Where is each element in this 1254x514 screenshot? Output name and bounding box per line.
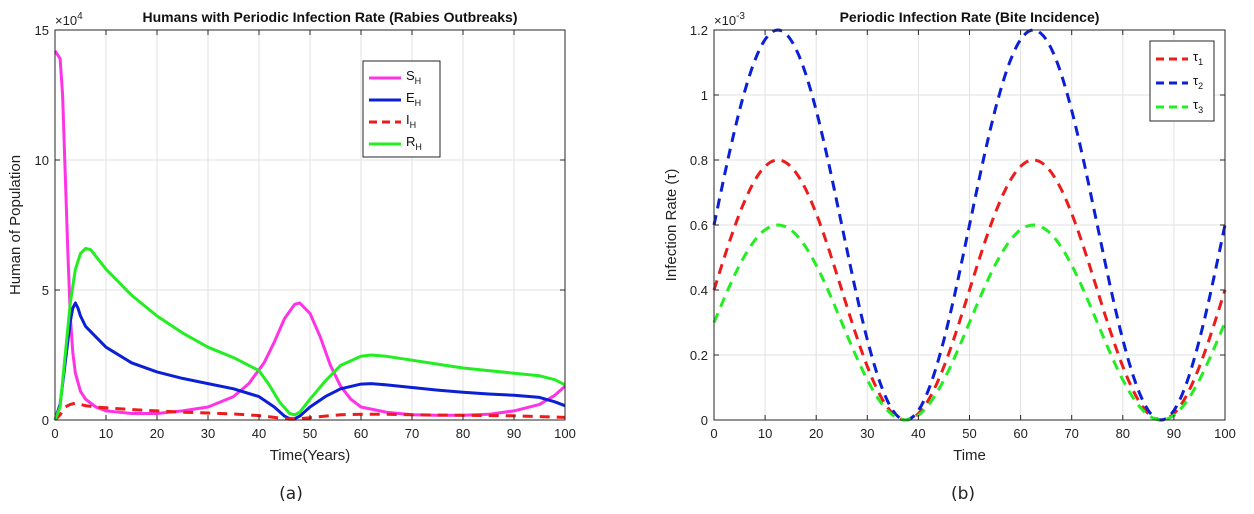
chart-title: Humans with Periodic Infection Rate (Rab… <box>143 9 518 25</box>
series-line-tau2 <box>712 28 1227 422</box>
x-tick-label: 10 <box>99 426 113 441</box>
y-tick-label: 0 <box>42 413 49 428</box>
y-tick-label: 0.6 <box>690 218 708 233</box>
x-tick-label: 50 <box>303 426 317 441</box>
legend-box <box>1149 40 1215 122</box>
x-tick-label: 10 <box>758 426 772 441</box>
x-tick-label: 40 <box>911 426 925 441</box>
legend: SH EH IH RH <box>362 60 441 158</box>
chart-title: Periodic Infection Rate (Bite Incidence) <box>840 9 1100 25</box>
x-axis-label: Time <box>953 447 986 464</box>
x-tick-label: 60 <box>354 426 368 441</box>
panel-caption: (b) <box>951 484 975 504</box>
x-axis-label: Time(Years) <box>270 447 351 464</box>
legend-label-SH: SH <box>406 68 421 86</box>
x-tick-label: 70 <box>1064 426 1078 441</box>
legend-label-IH: IH <box>406 112 416 130</box>
legend-label-tau3: τ3 <box>1193 97 1203 115</box>
y-axis-label: Infection Rate (τ) <box>663 169 680 282</box>
axis-exponent-label: ×10-3 <box>714 11 745 28</box>
x-tick-label: 70 <box>405 426 419 441</box>
x-tick-label: 90 <box>507 426 521 441</box>
x-tick-label: 80 <box>456 426 470 441</box>
chart-panel-a: 0 10 20 30 40 50 60 70 80 90 100 0 5 10 15 ×104 Humans w… <box>7 9 576 504</box>
x-tick-label: 90 <box>1167 426 1181 441</box>
x-tick-label: 0 <box>51 426 58 441</box>
x-tick-label: 50 <box>962 426 976 441</box>
x-tick-label: 20 <box>809 426 823 441</box>
y-tick-label: 0.4 <box>690 283 708 298</box>
panel-caption: (a) <box>279 484 303 504</box>
x-tick-label: 100 <box>554 426 576 441</box>
legend-label-tau2: τ2 <box>1193 73 1203 91</box>
x-tick-label: 30 <box>201 426 215 441</box>
y-tick-label: 0 <box>701 413 708 428</box>
y-tick-label: 15 <box>35 23 49 38</box>
series-line-RH <box>53 246 566 421</box>
legend: τ1 τ2 τ3 <box>1149 40 1215 122</box>
axis-exponent-label: ×104 <box>55 11 83 28</box>
y-tick-label: 0.2 <box>690 348 708 363</box>
series-line-tau1 <box>712 158 1227 422</box>
legend-label-EH: EH <box>406 90 421 108</box>
series-line-tau3 <box>712 223 1227 422</box>
y-tick-label: 0.8 <box>690 153 708 168</box>
x-tick-label: 20 <box>150 426 164 441</box>
chart-panel-b: 0 10 20 30 40 50 60 70 80 90 100 0 0.2 0.4 0.6 0.8 1 1.2 ×… <box>663 9 1236 504</box>
legend-label-RH: RH <box>406 134 422 152</box>
series-line-EH <box>53 301 566 421</box>
y-tick-label: 1 <box>701 88 708 103</box>
y-tick-label: 1.2 <box>690 23 708 38</box>
y-axis-label: Human of Population <box>7 155 24 295</box>
x-tick-label: 0 <box>710 426 717 441</box>
y-tick-label: 10 <box>35 153 49 168</box>
x-tick-label: 60 <box>1013 426 1027 441</box>
x-tick-label: 40 <box>252 426 266 441</box>
series-line-SH <box>53 49 566 417</box>
y-tick-label: 5 <box>42 283 49 298</box>
x-tick-label: 100 <box>1214 426 1236 441</box>
x-tick-label: 80 <box>1116 426 1130 441</box>
x-tick-label: 30 <box>860 426 874 441</box>
legend-label-tau1: τ1 <box>1193 49 1203 67</box>
